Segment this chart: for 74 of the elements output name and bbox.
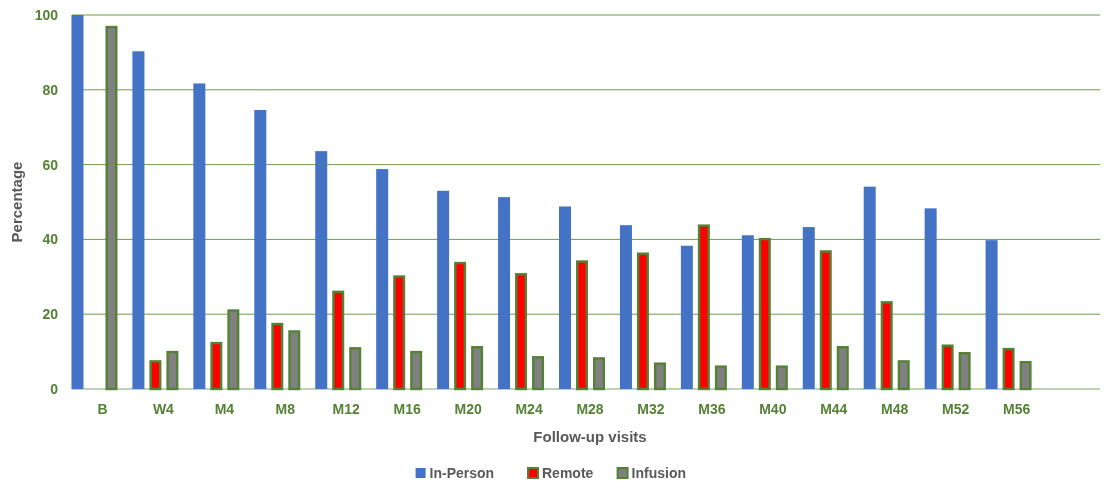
x-tick-label: M16 xyxy=(393,401,422,417)
y-tick-label: 100 xyxy=(34,6,59,23)
bar xyxy=(802,227,815,389)
bar xyxy=(254,110,267,389)
bar xyxy=(958,351,971,391)
x-tick-label: M8 xyxy=(275,401,296,417)
bar xyxy=(227,309,240,391)
bar xyxy=(454,261,467,391)
legend-label: Remote xyxy=(542,465,594,481)
y-axis-title: Percentage xyxy=(8,161,25,243)
bar xyxy=(775,365,788,391)
bar xyxy=(714,365,727,391)
bar xyxy=(758,237,771,391)
bar xyxy=(697,224,710,391)
bar xyxy=(437,190,450,389)
bar xyxy=(193,83,206,389)
bar xyxy=(498,197,511,389)
legend-label: In-Person xyxy=(429,465,495,481)
bar xyxy=(288,330,301,391)
x-tick-label: M44 xyxy=(820,401,848,417)
x-tick-label: M24 xyxy=(515,401,543,417)
x-tick-label: M36 xyxy=(698,401,726,417)
bar xyxy=(271,322,284,391)
y-tick-label: 60 xyxy=(42,156,59,173)
bar xyxy=(897,360,910,391)
bar xyxy=(349,347,362,391)
bar xyxy=(376,169,389,389)
bar xyxy=(836,345,849,391)
bar xyxy=(332,290,345,391)
bar xyxy=(863,186,876,389)
x-tick-label: M28 xyxy=(576,401,604,417)
x-tick-label: M20 xyxy=(454,401,482,417)
bar xyxy=(819,250,832,391)
x-tick-label: M32 xyxy=(637,401,665,417)
legend-label: Infusion xyxy=(631,465,687,481)
bar xyxy=(71,15,84,389)
bar xyxy=(410,350,423,391)
x-tick-label: M48 xyxy=(881,401,909,417)
bar xyxy=(880,301,893,391)
bar xyxy=(985,240,998,389)
bar xyxy=(471,345,484,391)
x-tick-label: M4 xyxy=(214,401,235,417)
bar xyxy=(941,344,954,391)
y-tick-label: 20 xyxy=(42,306,59,323)
bar xyxy=(680,245,693,389)
bar xyxy=(576,260,588,391)
x-tick-label: M56 xyxy=(1002,401,1031,417)
y-tick-label: 40 xyxy=(42,231,59,248)
bar xyxy=(210,341,223,391)
bar xyxy=(741,235,754,389)
y-tick-label: 80 xyxy=(42,81,59,98)
y-tick-label: 0 xyxy=(50,380,59,397)
bar xyxy=(653,362,666,391)
bar xyxy=(619,225,632,389)
bar xyxy=(532,356,545,391)
bar xyxy=(393,275,406,391)
x-tick-label: B xyxy=(97,401,108,417)
bar xyxy=(515,273,528,391)
bar xyxy=(1019,360,1032,391)
bar xyxy=(105,25,118,391)
x-tick-label: M40 xyxy=(759,401,787,417)
bar xyxy=(559,206,571,389)
bar xyxy=(593,357,605,391)
bar xyxy=(924,208,937,389)
bar xyxy=(166,350,179,391)
bar xyxy=(1002,347,1015,391)
x-tick-label: W4 xyxy=(152,401,175,417)
bar xyxy=(636,252,649,391)
x-tick-label: M52 xyxy=(942,401,970,417)
bar xyxy=(149,360,162,391)
bar xyxy=(315,151,328,389)
x-tick-label: M12 xyxy=(332,401,361,417)
bar xyxy=(132,51,145,389)
x-axis-title: Follow-up visits xyxy=(533,428,647,445)
